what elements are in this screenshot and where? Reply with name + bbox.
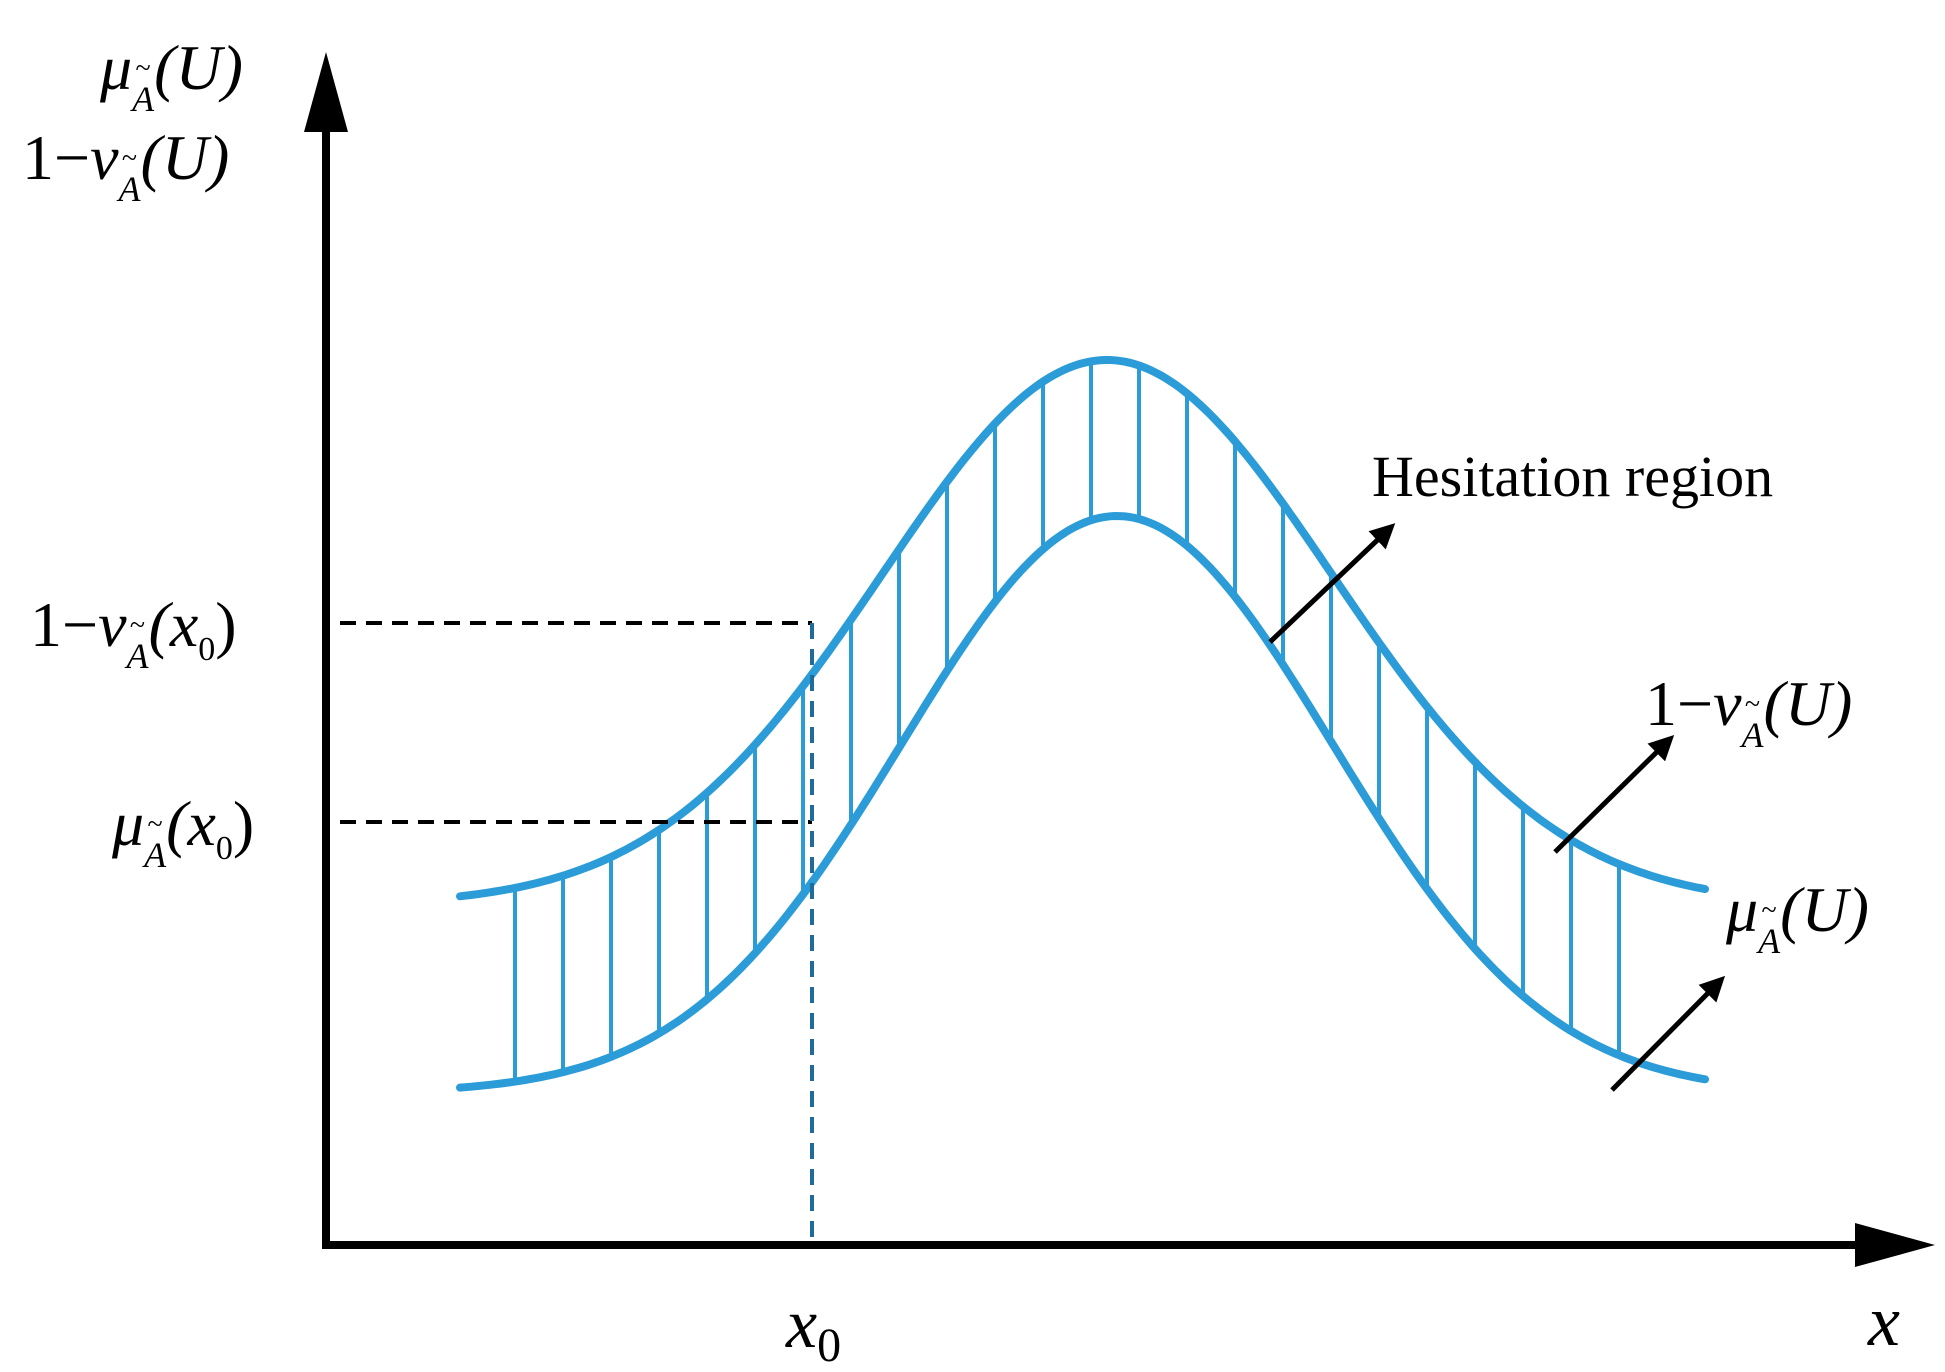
tick-label-upper-x0: 1−νA(x0)	[30, 593, 237, 675]
y-axis-label-nu: 1−νA(U)	[22, 126, 229, 208]
upper-curve-arrow	[1553, 734, 1675, 854]
lower-curve-mu	[456, 511, 1709, 1092]
x-axis-arrowhead	[1855, 1223, 1935, 1267]
tick-label-x0: x0	[786, 1286, 842, 1372]
lower-curve-label: μA(U)	[1726, 878, 1869, 960]
lower-curve-arrow	[1610, 975, 1726, 1092]
y-axis-arrowhead	[304, 52, 348, 132]
x-axis-label: x	[1868, 1281, 1900, 1361]
tick-label-lower-x0: μA(x0)	[112, 792, 254, 874]
hesitation-hatching	[513, 361, 1621, 1082]
upper-curve-label: 1−νA(U)	[1645, 672, 1852, 754]
y-axis-label-mu: μA(U)	[100, 36, 243, 118]
upper-curve-1-minus-nu	[456, 356, 1709, 901]
hesitation-arrow	[1268, 523, 1396, 644]
hesitation-region-label: Hesitation region	[1372, 444, 1774, 509]
